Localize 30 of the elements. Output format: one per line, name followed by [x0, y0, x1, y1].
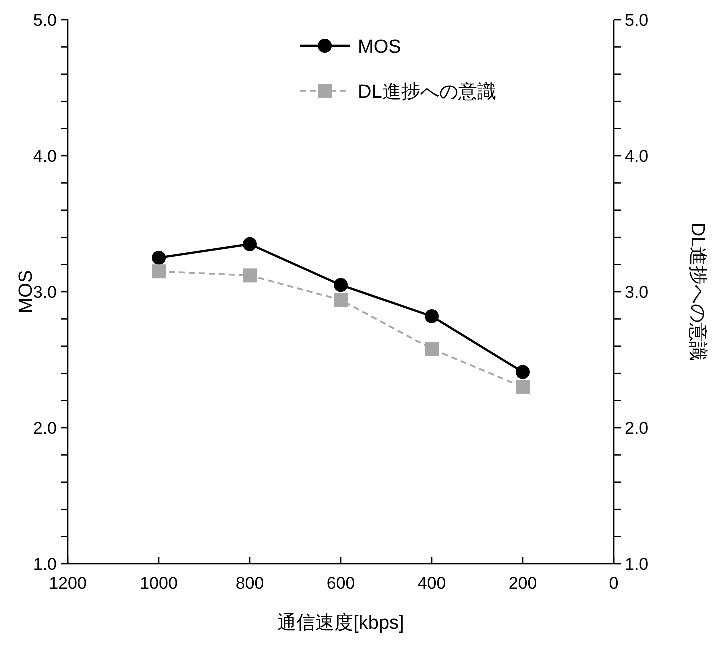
x-tick-label: 1200	[49, 574, 87, 593]
y2-axis-title: DL進捗への意識	[687, 222, 708, 362]
point	[243, 237, 257, 252]
x-tick-label: 800	[236, 574, 264, 593]
point	[152, 264, 166, 279]
x-tick-label: 600	[326, 574, 356, 593]
legend-label: MOS	[358, 37, 402, 58]
point	[516, 365, 530, 380]
y2-tick-label: 4.0	[625, 147, 649, 166]
point	[425, 342, 439, 356]
point	[334, 278, 348, 292]
x-tick-label: 200	[508, 574, 538, 593]
x-tick-label: 400	[418, 574, 446, 593]
point	[425, 309, 439, 324]
y2-tick-label: 2.0	[625, 419, 649, 438]
y2-tick-label: 3.0	[625, 283, 649, 302]
x-axis-title: 通信速度[kbps]	[278, 612, 404, 634]
point	[243, 268, 257, 283]
point	[334, 293, 348, 308]
point	[516, 380, 530, 394]
y2-tick-label: 5.0	[625, 11, 649, 30]
x-tick-label: 1000	[140, 574, 178, 593]
y-tick-label: 2.0	[33, 419, 57, 438]
legend-label: DL進捗への意識	[358, 82, 496, 103]
y-tick-label: 1.0	[33, 555, 57, 574]
y-tick-label: 4.0	[33, 147, 57, 166]
y-tick-label: 5.0	[33, 11, 57, 30]
point	[152, 251, 166, 265]
x-tick-label: 0	[609, 574, 619, 593]
y2-tick-label: 1.0	[625, 555, 649, 574]
